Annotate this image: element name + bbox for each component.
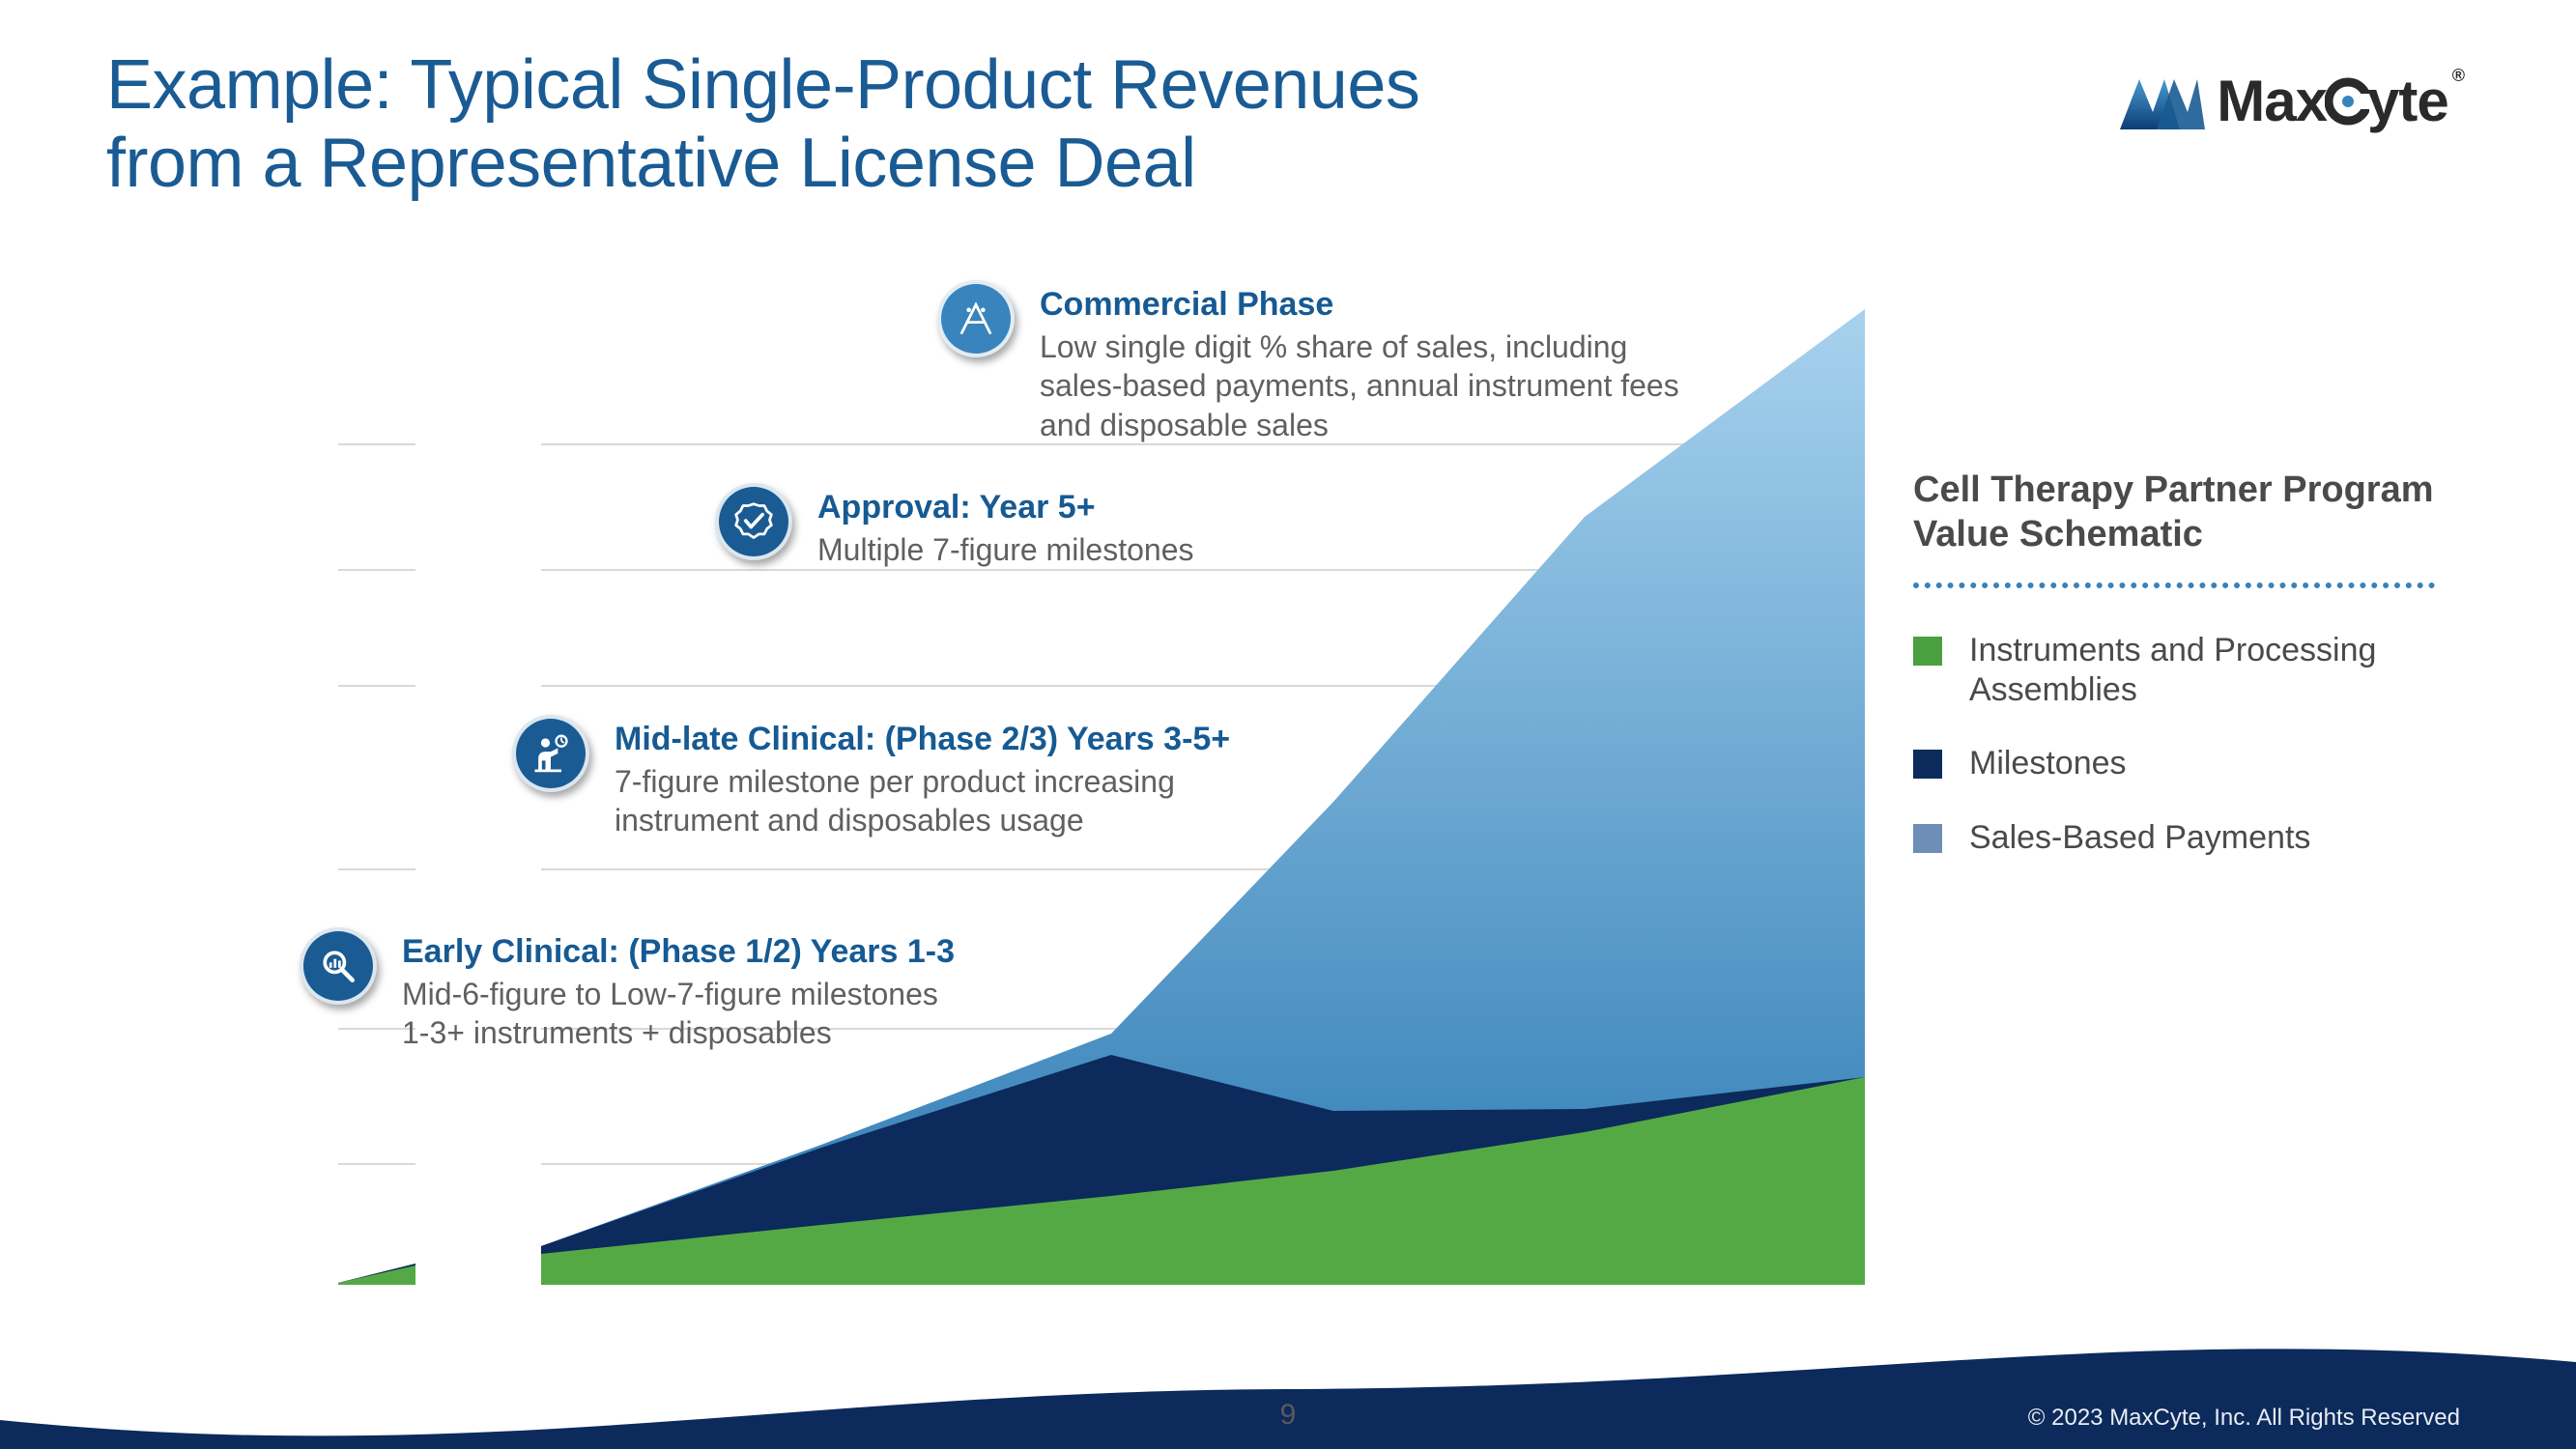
logo-pre: Max	[2217, 68, 2327, 134]
phase-desc: Low single digit % share of sales, inclu…	[1040, 327, 1679, 446]
phase-approval: Approval: Year 5+Multiple 7-figure miles…	[715, 483, 1194, 569]
legend-swatch	[1913, 637, 1942, 666]
midlate-icon	[512, 715, 589, 792]
phase-text: Approval: Year 5+Multiple 7-figure miles…	[817, 483, 1194, 569]
legend-item: Sales-Based Payments	[1913, 818, 2454, 858]
logo-text: Max yte ®	[2217, 68, 2460, 134]
legend-item: Instruments and Processing Assemblies	[1913, 631, 2454, 710]
approval-icon	[715, 483, 792, 560]
phase-commercial: Commercial PhaseLow single digit % share…	[937, 280, 1679, 445]
phase-title: Mid-late Clinical: (Phase 2/3) Years 3-5…	[615, 719, 1230, 760]
legend-label: Milestones	[1969, 744, 2127, 783]
phase-title: Early Clinical: (Phase 1/2) Years 1-3	[402, 931, 955, 973]
slide-title: Example: Typical Single-Product Revenues…	[106, 46, 1556, 202]
phase-text: Commercial PhaseLow single digit % share…	[1040, 280, 1679, 445]
copyright: © 2023 MaxCyte, Inc. All Rights Reserved	[2028, 1405, 2460, 1432]
legend-label: Instruments and Processing Assemblies	[1969, 631, 2454, 710]
phase-title: Approval: Year 5+	[817, 487, 1194, 528]
legend-item: Milestones	[1913, 744, 2454, 783]
logo-mark-icon	[2118, 71, 2205, 131]
phase-desc: Multiple 7-figure milestones	[817, 530, 1194, 570]
legend-swatch	[1913, 824, 1942, 853]
commercial-icon	[937, 280, 1015, 357]
legend-separator	[1913, 582, 2435, 588]
legend-panel: Cell Therapy Partner Program Value Schem…	[1913, 468, 2454, 893]
slide: Example: Typical Single-Product Revenues…	[0, 0, 2576, 1449]
phase-text: Early Clinical: (Phase 1/2) Years 1-3Mid…	[402, 927, 955, 1053]
early-icon	[300, 927, 377, 1005]
phase-title: Commercial Phase	[1040, 284, 1679, 326]
phase-text: Mid-late Clinical: (Phase 2/3) Years 3-5…	[615, 715, 1230, 840]
logo-post: yte	[2367, 68, 2448, 134]
page-number: 9	[1280, 1399, 1297, 1432]
phase-midlate: Mid-late Clinical: (Phase 2/3) Years 3-5…	[512, 715, 1230, 840]
legend-label: Sales-Based Payments	[1969, 818, 2310, 858]
legend-title: Cell Therapy Partner Program Value Schem…	[1913, 468, 2454, 557]
logo-reg: ®	[2452, 66, 2464, 86]
brand-logo: Max yte ®	[2118, 68, 2460, 134]
legend-list: Instruments and Processing Assemblies Mil…	[1913, 631, 2454, 858]
phase-desc: 7-figure milestone per product increasin…	[615, 762, 1230, 841]
phase-early: Early Clinical: (Phase 1/2) Years 1-3Mid…	[300, 927, 955, 1053]
phase-desc: Mid-6-figure to Low-7-figure milestones1…	[402, 975, 955, 1054]
legend-swatch	[1913, 750, 1942, 779]
